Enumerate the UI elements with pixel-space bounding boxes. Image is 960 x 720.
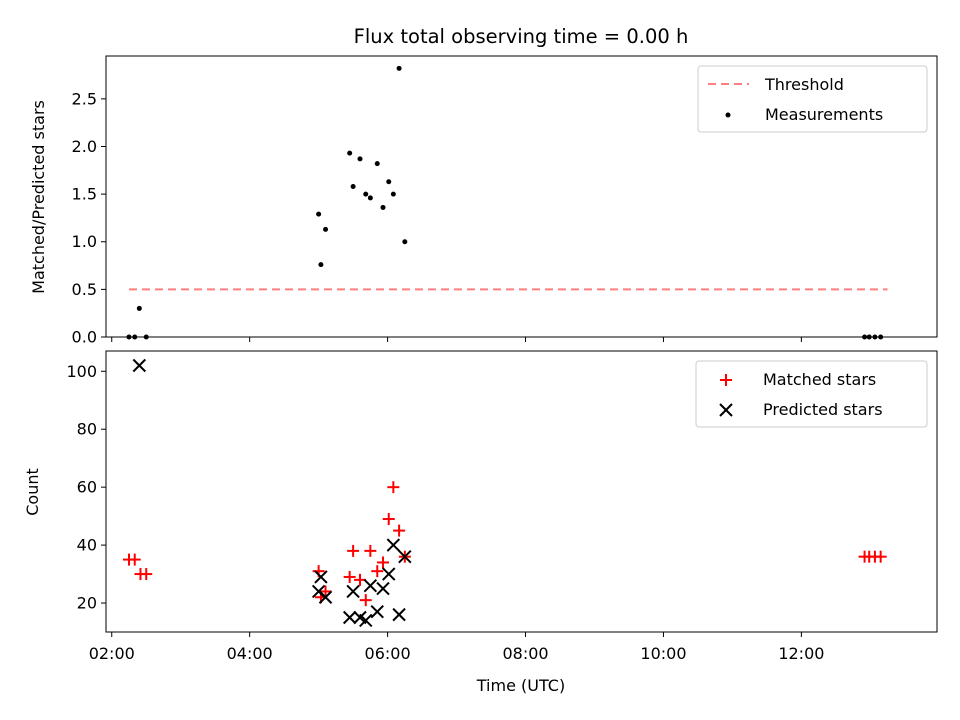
matched-legend-label: Matched stars — [763, 370, 876, 389]
measurement-point — [363, 191, 369, 197]
bottom-x-ticks: 02:00 04:00 06:00 08:00 10:00 12:00 — [89, 632, 824, 663]
predicted-star-point — [318, 590, 333, 604]
top-y-tick-label: 0.0 — [72, 328, 97, 347]
predicted-star-point — [342, 610, 357, 625]
measurements-legend-swatch — [725, 112, 731, 118]
measurement-point — [380, 204, 386, 210]
measurement-point — [350, 183, 356, 189]
bottom-x-tick-label: 04:00 — [227, 644, 273, 663]
matched-star-point — [387, 481, 400, 494]
top-y-tick-label: 1.5 — [72, 185, 97, 204]
bottom-y-tick-label: 40 — [77, 536, 97, 555]
measurement-point — [323, 226, 329, 232]
predicted-star-point — [382, 567, 396, 581]
predicted-star-point — [398, 549, 412, 564]
top-legend: Threshold Measurements — [697, 65, 928, 133]
matched-star-point — [319, 585, 332, 598]
matched-star-point — [347, 544, 360, 557]
matched-star-point — [359, 594, 372, 607]
measurement-point — [390, 191, 396, 197]
predicted-legend-swatch — [719, 403, 733, 417]
count-panel: Count 20 40 60 80 100 02:00 04:00 06:00 08:00 10… — [23, 350, 938, 695]
bottom-y-tick-label: 80 — [77, 420, 97, 439]
chart-title: Flux total observing time = 0.00 h — [354, 25, 689, 48]
top-x-ticks — [111, 337, 802, 342]
matched-star-point — [382, 513, 395, 526]
matched-star-point — [371, 565, 384, 578]
bottom-axes-frame — [105, 350, 938, 633]
measurement-point — [347, 150, 353, 156]
matched-star-point — [343, 570, 356, 583]
bottom-x-tick-label: 12:00 — [778, 644, 824, 663]
predicted-star-point — [392, 607, 406, 622]
predicted-star-point — [314, 570, 328, 584]
predicted-star-point — [132, 358, 147, 373]
predicted-star-point — [346, 584, 360, 599]
bottom-y-ticks: 20 40 60 80 100 — [66, 362, 106, 613]
measurements-legend-label: Measurements — [765, 105, 883, 124]
measurement-point — [386, 179, 392, 185]
matched-star-point — [393, 524, 406, 537]
predicted-star-point — [370, 605, 384, 619]
matched-star-point — [128, 553, 141, 566]
bottom-y-tick-label: 20 — [77, 594, 97, 613]
predicted-star-point — [376, 581, 390, 596]
top-axes-frame — [105, 55, 938, 338]
matched-legend-swatch — [720, 374, 732, 386]
predicted-star-point — [386, 538, 401, 552]
bottom-plot-area — [122, 358, 887, 628]
top-y-tick-label: 1.0 — [72, 232, 97, 251]
bottom-y-tick-label: 60 — [77, 478, 97, 497]
bottom-legend: Matched stars Predicted stars — [695, 360, 928, 428]
predicted-legend-label: Predicted stars — [763, 400, 883, 419]
predicted-star-point — [363, 578, 378, 593]
measurement-point — [396, 65, 402, 71]
matched-star-point — [874, 550, 887, 563]
matched-star-point — [377, 556, 389, 569]
matched-star-point — [354, 573, 367, 586]
x-axis-label: Time (UTC) — [476, 676, 565, 695]
top-y-tick-label: 0.5 — [72, 280, 97, 299]
bottom-legend-box — [695, 360, 928, 428]
measurement-point — [402, 239, 408, 245]
measurement-point — [318, 262, 324, 268]
top-legend-box — [697, 65, 928, 133]
bottom-x-tick-label: 06:00 — [365, 644, 411, 663]
bottom-x-tick-label: 02:00 — [89, 644, 135, 663]
measurement-point — [374, 161, 380, 167]
measurement-point — [316, 211, 322, 217]
measurement-point — [357, 156, 363, 162]
bottom-x-tick-label: 08:00 — [502, 644, 548, 663]
measurement-point — [136, 305, 142, 311]
measurement-point — [367, 195, 373, 201]
bottom-x-tick-label: 10:00 — [640, 644, 686, 663]
top-y-axis-label: Matched/Predicted stars — [29, 100, 48, 294]
top-y-ticks: 0.0 0.5 1.0 1.5 2.0 2.5 — [72, 89, 106, 347]
matched-star-point — [140, 568, 153, 581]
bottom-y-axis-label: Count — [23, 468, 42, 516]
bottom-y-tick-label: 100 — [66, 362, 97, 381]
top-y-tick-label: 2.5 — [72, 89, 97, 108]
ratio-panel: Matched/Predicted stars 0.0 0.5 1.0 1.5 2.0 2… — [29, 55, 938, 347]
matched-star-point — [364, 544, 377, 557]
top-y-tick-label: 2.0 — [72, 137, 97, 156]
predicted-star-point — [359, 613, 373, 628]
threshold-legend-label: Threshold — [764, 75, 844, 94]
